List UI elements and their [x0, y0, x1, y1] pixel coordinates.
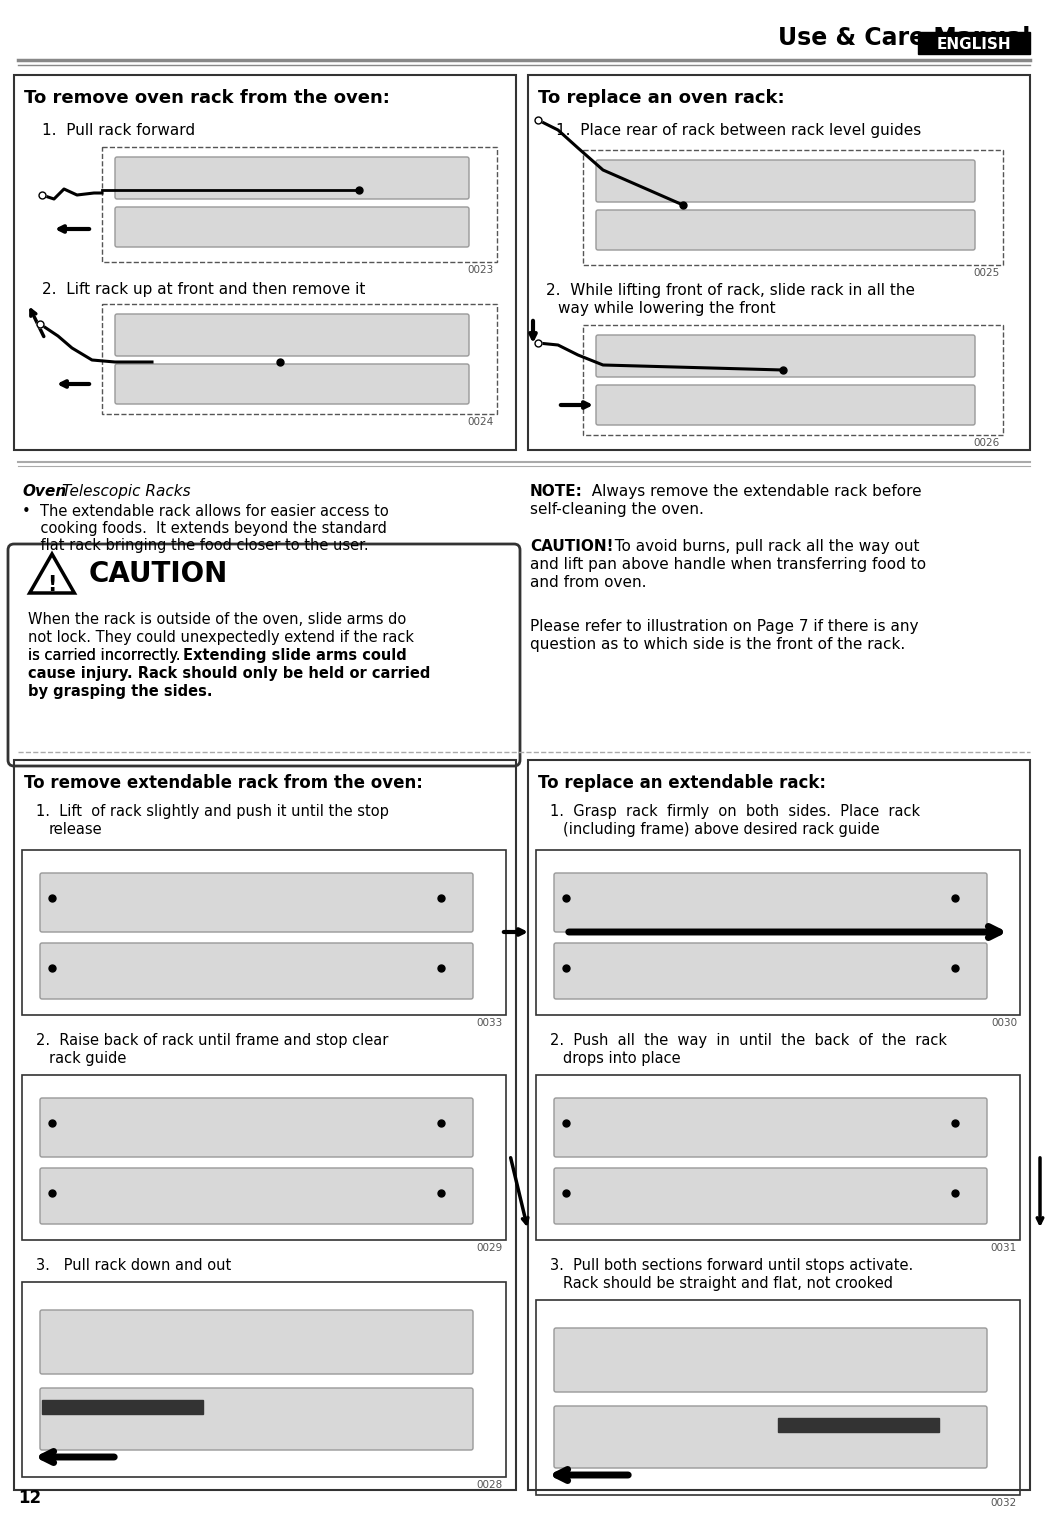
FancyBboxPatch shape — [40, 1168, 473, 1224]
Text: is carried incorrectly.: is carried incorrectly. — [28, 648, 185, 663]
Text: 0025: 0025 — [974, 269, 1000, 278]
Text: 0023: 0023 — [467, 265, 494, 275]
FancyBboxPatch shape — [40, 1311, 473, 1374]
Text: 2.  While lifting front of rack, slide rack in all the: 2. While lifting front of rack, slide ra… — [546, 284, 915, 297]
Text: 3.   Pull rack down and out: 3. Pull rack down and out — [36, 1258, 232, 1273]
FancyBboxPatch shape — [596, 385, 975, 425]
FancyBboxPatch shape — [554, 944, 987, 1000]
Bar — [536, 1076, 1020, 1239]
Text: CAUTION: CAUTION — [89, 560, 228, 589]
Bar — [778, 1418, 939, 1432]
Text: 12: 12 — [18, 1490, 41, 1506]
FancyBboxPatch shape — [554, 1168, 987, 1224]
Bar — [14, 760, 516, 1490]
Text: 1.  Grasp  rack  firmly  on  both  sides.  Place  rack: 1. Grasp rack firmly on both sides. Plac… — [550, 804, 920, 819]
Text: 0029: 0029 — [477, 1242, 503, 1253]
Text: self-cleaning the oven.: self-cleaning the oven. — [530, 502, 704, 517]
FancyBboxPatch shape — [596, 209, 975, 250]
Text: To replace an oven rack:: To replace an oven rack: — [538, 90, 785, 108]
Text: question as to which side is the front of the rack.: question as to which side is the front o… — [530, 637, 905, 652]
FancyBboxPatch shape — [40, 944, 473, 1000]
Text: and lift pan above handle when transferring food to: and lift pan above handle when transferr… — [530, 557, 926, 572]
Text: 1.  Place rear of rack between rack level guides: 1. Place rear of rack between rack level… — [556, 123, 921, 138]
FancyBboxPatch shape — [596, 335, 975, 378]
Text: 1.  Pull rack forward: 1. Pull rack forward — [42, 123, 195, 138]
Bar — [536, 850, 1020, 1015]
Text: !: ! — [47, 575, 57, 595]
Text: 0028: 0028 — [477, 1481, 503, 1490]
Text: and from oven.: and from oven. — [530, 575, 647, 590]
Text: Use & Care Manual: Use & Care Manual — [778, 26, 1030, 50]
Text: way while lowering the front: way while lowering the front — [558, 300, 776, 316]
Text: To replace an extendable rack:: To replace an extendable rack: — [538, 774, 826, 792]
FancyBboxPatch shape — [115, 206, 470, 247]
FancyBboxPatch shape — [8, 545, 520, 766]
Text: 2.  Raise back of rack until frame and stop clear: 2. Raise back of rack until frame and st… — [36, 1033, 389, 1048]
Text: drops into place: drops into place — [563, 1051, 680, 1066]
Text: 0032: 0032 — [990, 1497, 1017, 1508]
FancyBboxPatch shape — [596, 159, 975, 202]
Text: Always remove the extendable rack before: Always remove the extendable rack before — [582, 484, 921, 499]
Text: 2.  Push  all  the  way  in  until  the  back  of  the  rack: 2. Push all the way in until the back of… — [550, 1033, 947, 1048]
Text: is carried incorrectly.: is carried incorrectly. — [28, 648, 180, 663]
Text: ENGLISH: ENGLISH — [937, 36, 1011, 52]
Text: When the rack is outside of the oven, slide arms do: When the rack is outside of the oven, sl… — [28, 611, 407, 627]
Text: by grasping the sides.: by grasping the sides. — [28, 684, 213, 699]
Polygon shape — [29, 554, 74, 593]
Text: not lock. They could unexpectedly extend if the rack: not lock. They could unexpectedly extend… — [28, 630, 414, 645]
Text: 2.  Lift rack up at front and then remove it: 2. Lift rack up at front and then remove… — [42, 282, 366, 297]
Text: Please refer to illustration on Page 7 if there is any: Please refer to illustration on Page 7 i… — [530, 619, 918, 634]
FancyBboxPatch shape — [115, 314, 470, 356]
Bar — [528, 760, 1030, 1490]
FancyBboxPatch shape — [554, 1327, 987, 1393]
FancyBboxPatch shape — [40, 1388, 473, 1450]
Text: cooking foods.  It extends beyond the standard: cooking foods. It extends beyond the sta… — [22, 520, 387, 536]
Text: Telescopic Racks: Telescopic Racks — [62, 484, 191, 499]
Bar — [528, 74, 1030, 451]
Bar — [102, 147, 497, 262]
Text: flat rack bringing the food closer to the user.: flat rack bringing the food closer to th… — [22, 539, 369, 554]
Text: CAUTION!: CAUTION! — [530, 539, 613, 554]
Text: •  The extendable rack allows for easier access to: • The extendable rack allows for easier … — [22, 504, 389, 519]
Text: 0026: 0026 — [974, 438, 1000, 448]
Text: Extending slide arms could: Extending slide arms could — [183, 648, 407, 663]
Text: 1.  Lift  of rack slightly and push it until the stop: 1. Lift of rack slightly and push it unt… — [36, 804, 389, 819]
FancyBboxPatch shape — [40, 872, 473, 931]
Text: 0031: 0031 — [990, 1242, 1017, 1253]
Text: 0030: 0030 — [990, 1018, 1017, 1029]
Bar — [536, 1300, 1020, 1494]
FancyBboxPatch shape — [554, 1406, 987, 1468]
Text: To avoid burns, pull rack all the way out: To avoid burns, pull rack all the way ou… — [605, 539, 919, 554]
FancyBboxPatch shape — [115, 364, 470, 404]
Bar — [14, 74, 516, 451]
Bar — [918, 32, 1030, 55]
Bar — [22, 850, 506, 1015]
Text: To remove extendable rack from the oven:: To remove extendable rack from the oven: — [24, 774, 423, 792]
FancyBboxPatch shape — [554, 1098, 987, 1157]
Bar — [22, 1282, 506, 1478]
Text: rack guide: rack guide — [49, 1051, 127, 1066]
FancyBboxPatch shape — [554, 872, 987, 931]
Bar — [583, 150, 1003, 265]
Bar — [22, 1076, 506, 1239]
Text: 0024: 0024 — [467, 417, 494, 426]
Bar — [42, 1400, 203, 1414]
Text: To remove oven rack from the oven:: To remove oven rack from the oven: — [24, 90, 390, 108]
Bar — [583, 325, 1003, 435]
Text: cause injury. Rack should only be held or carried: cause injury. Rack should only be held o… — [28, 666, 431, 681]
Bar — [102, 303, 497, 414]
FancyBboxPatch shape — [115, 156, 470, 199]
Text: 3.  Pull both sections forward until stops activate.: 3. Pull both sections forward until stop… — [550, 1258, 913, 1273]
Text: (including frame) above desired rack guide: (including frame) above desired rack gui… — [563, 822, 879, 837]
Text: release: release — [49, 822, 103, 837]
Text: 0033: 0033 — [477, 1018, 503, 1029]
Text: NOTE:: NOTE: — [530, 484, 583, 499]
FancyBboxPatch shape — [40, 1098, 473, 1157]
Text: Oven: Oven — [22, 484, 66, 499]
Text: Rack should be straight and flat, not crooked: Rack should be straight and flat, not cr… — [563, 1276, 893, 1291]
